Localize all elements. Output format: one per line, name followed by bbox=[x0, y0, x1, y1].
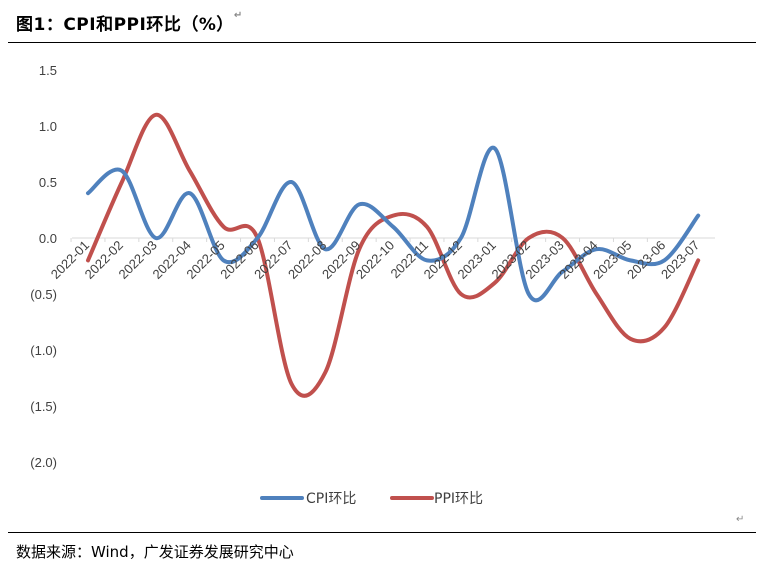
cpi-series-line bbox=[86, 145, 701, 303]
y-tick-label: 1.5 bbox=[39, 63, 57, 78]
y-tick-label: (1.5) bbox=[30, 399, 57, 414]
legend-label: CPI环比 bbox=[306, 491, 356, 507]
ppi-series-line bbox=[86, 112, 701, 398]
top-rule bbox=[8, 42, 756, 43]
legend-label: PPI环比 bbox=[434, 491, 483, 507]
y-tick-label: 1.0 bbox=[39, 119, 57, 134]
y-tick-label: (1.0) bbox=[30, 343, 57, 358]
y-tick-label: (0.5) bbox=[30, 287, 57, 302]
source-note: 数据来源：Wind，广发证券发展研究中心 bbox=[16, 543, 294, 561]
y-tick-label: 0.5 bbox=[39, 175, 57, 190]
y-tick-label: (2.0) bbox=[30, 455, 57, 470]
bottom-rule bbox=[8, 532, 756, 533]
return-mark: ↵ bbox=[233, 10, 243, 21]
chart-title: 图1：CPI和PPI环比（%） ↵ bbox=[16, 10, 243, 35]
y-tick-label: 0.0 bbox=[39, 231, 57, 246]
return-mark-2: ↵ bbox=[736, 514, 745, 525]
